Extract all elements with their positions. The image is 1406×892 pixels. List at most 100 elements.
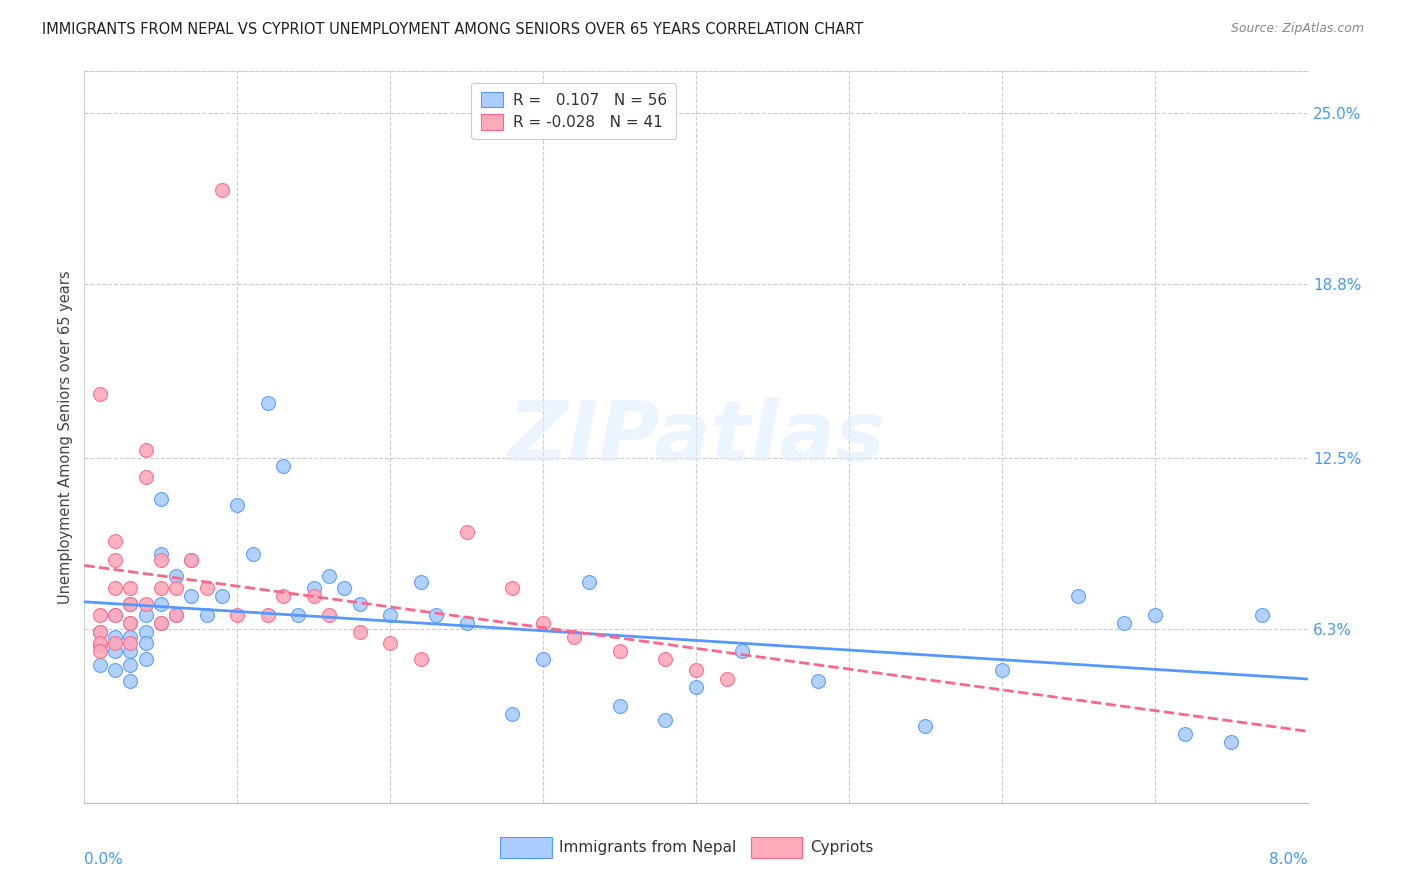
- Point: [149, 581, 172, 595]
- Point: [120, 674, 142, 689]
- Point: [1143, 608, 1166, 623]
- Point: [318, 608, 340, 623]
- Text: 0.0%: 0.0%: [84, 853, 124, 868]
- Point: [120, 616, 142, 631]
- Point: [609, 699, 631, 714]
- Point: [380, 636, 402, 650]
- Point: [242, 548, 264, 562]
- Point: [104, 644, 127, 658]
- Text: Source: ZipAtlas.com: Source: ZipAtlas.com: [1230, 22, 1364, 36]
- Point: [349, 597, 371, 611]
- Point: [135, 636, 157, 650]
- Point: [120, 581, 142, 595]
- Point: [89, 608, 111, 623]
- Point: [425, 608, 447, 623]
- Point: [120, 597, 142, 611]
- Point: [1174, 727, 1197, 741]
- Point: [120, 616, 142, 631]
- Point: [211, 589, 233, 603]
- Point: [685, 663, 707, 677]
- Point: [89, 387, 111, 401]
- Point: [991, 663, 1014, 677]
- Point: [89, 624, 111, 639]
- Point: [135, 624, 157, 639]
- Point: [685, 680, 707, 694]
- Y-axis label: Unemployment Among Seniors over 65 years: Unemployment Among Seniors over 65 years: [58, 270, 73, 604]
- Point: [531, 616, 554, 631]
- Point: [104, 581, 127, 595]
- Point: [89, 624, 111, 639]
- Point: [104, 608, 127, 623]
- Point: [135, 442, 157, 457]
- Point: [349, 624, 371, 639]
- Point: [1114, 616, 1136, 631]
- Point: [380, 608, 402, 623]
- Point: [104, 630, 127, 644]
- Point: [271, 589, 294, 603]
- Point: [165, 608, 187, 623]
- Point: [89, 636, 111, 650]
- Point: [609, 644, 631, 658]
- Point: [149, 553, 172, 567]
- Point: [120, 636, 142, 650]
- Point: [165, 569, 187, 583]
- Point: [135, 652, 157, 666]
- Point: [149, 597, 172, 611]
- Point: [120, 630, 142, 644]
- Point: [502, 581, 524, 595]
- Point: [654, 652, 676, 666]
- Point: [180, 589, 202, 603]
- Point: [257, 608, 280, 623]
- Point: [914, 718, 936, 732]
- Point: [104, 636, 127, 650]
- Point: [226, 608, 249, 623]
- Point: [135, 470, 157, 484]
- Point: [104, 533, 127, 548]
- Bar: [501, 838, 551, 858]
- Point: [149, 492, 172, 507]
- Point: [318, 569, 340, 583]
- Point: [149, 616, 172, 631]
- Point: [104, 553, 127, 567]
- Point: [195, 608, 218, 623]
- Text: Cypriots: Cypriots: [810, 840, 873, 855]
- Point: [409, 652, 432, 666]
- Text: Immigrants from Nepal: Immigrants from Nepal: [560, 840, 737, 855]
- Point: [165, 608, 187, 623]
- Text: IMMIGRANTS FROM NEPAL VS CYPRIOT UNEMPLOYMENT AMONG SENIORS OVER 65 YEARS CORREL: IMMIGRANTS FROM NEPAL VS CYPRIOT UNEMPLO…: [42, 22, 863, 37]
- Point: [502, 707, 524, 722]
- Point: [180, 553, 202, 567]
- Text: ZIPatlas: ZIPatlas: [508, 397, 884, 477]
- Point: [456, 525, 478, 540]
- Point: [104, 608, 127, 623]
- Point: [135, 608, 157, 623]
- Point: [562, 630, 585, 644]
- Point: [716, 672, 738, 686]
- Point: [165, 581, 187, 595]
- Point: [135, 597, 157, 611]
- Point: [1250, 608, 1272, 623]
- Point: [1220, 735, 1243, 749]
- Point: [89, 644, 111, 658]
- Legend: R =   0.107   N = 56, R = -0.028   N = 41: R = 0.107 N = 56, R = -0.028 N = 41: [471, 83, 676, 139]
- Point: [104, 663, 127, 677]
- Point: [195, 581, 218, 595]
- Point: [149, 548, 172, 562]
- Point: [409, 574, 432, 589]
- Point: [120, 644, 142, 658]
- Point: [302, 589, 325, 603]
- Point: [531, 652, 554, 666]
- Point: [120, 657, 142, 672]
- Point: [180, 553, 202, 567]
- Point: [89, 639, 111, 653]
- Point: [731, 644, 754, 658]
- Point: [654, 713, 676, 727]
- Point: [578, 574, 600, 589]
- Point: [149, 616, 172, 631]
- Point: [287, 608, 309, 623]
- Point: [271, 458, 294, 473]
- Point: [211, 183, 233, 197]
- Point: [257, 395, 280, 409]
- Point: [120, 597, 142, 611]
- Bar: [751, 838, 803, 858]
